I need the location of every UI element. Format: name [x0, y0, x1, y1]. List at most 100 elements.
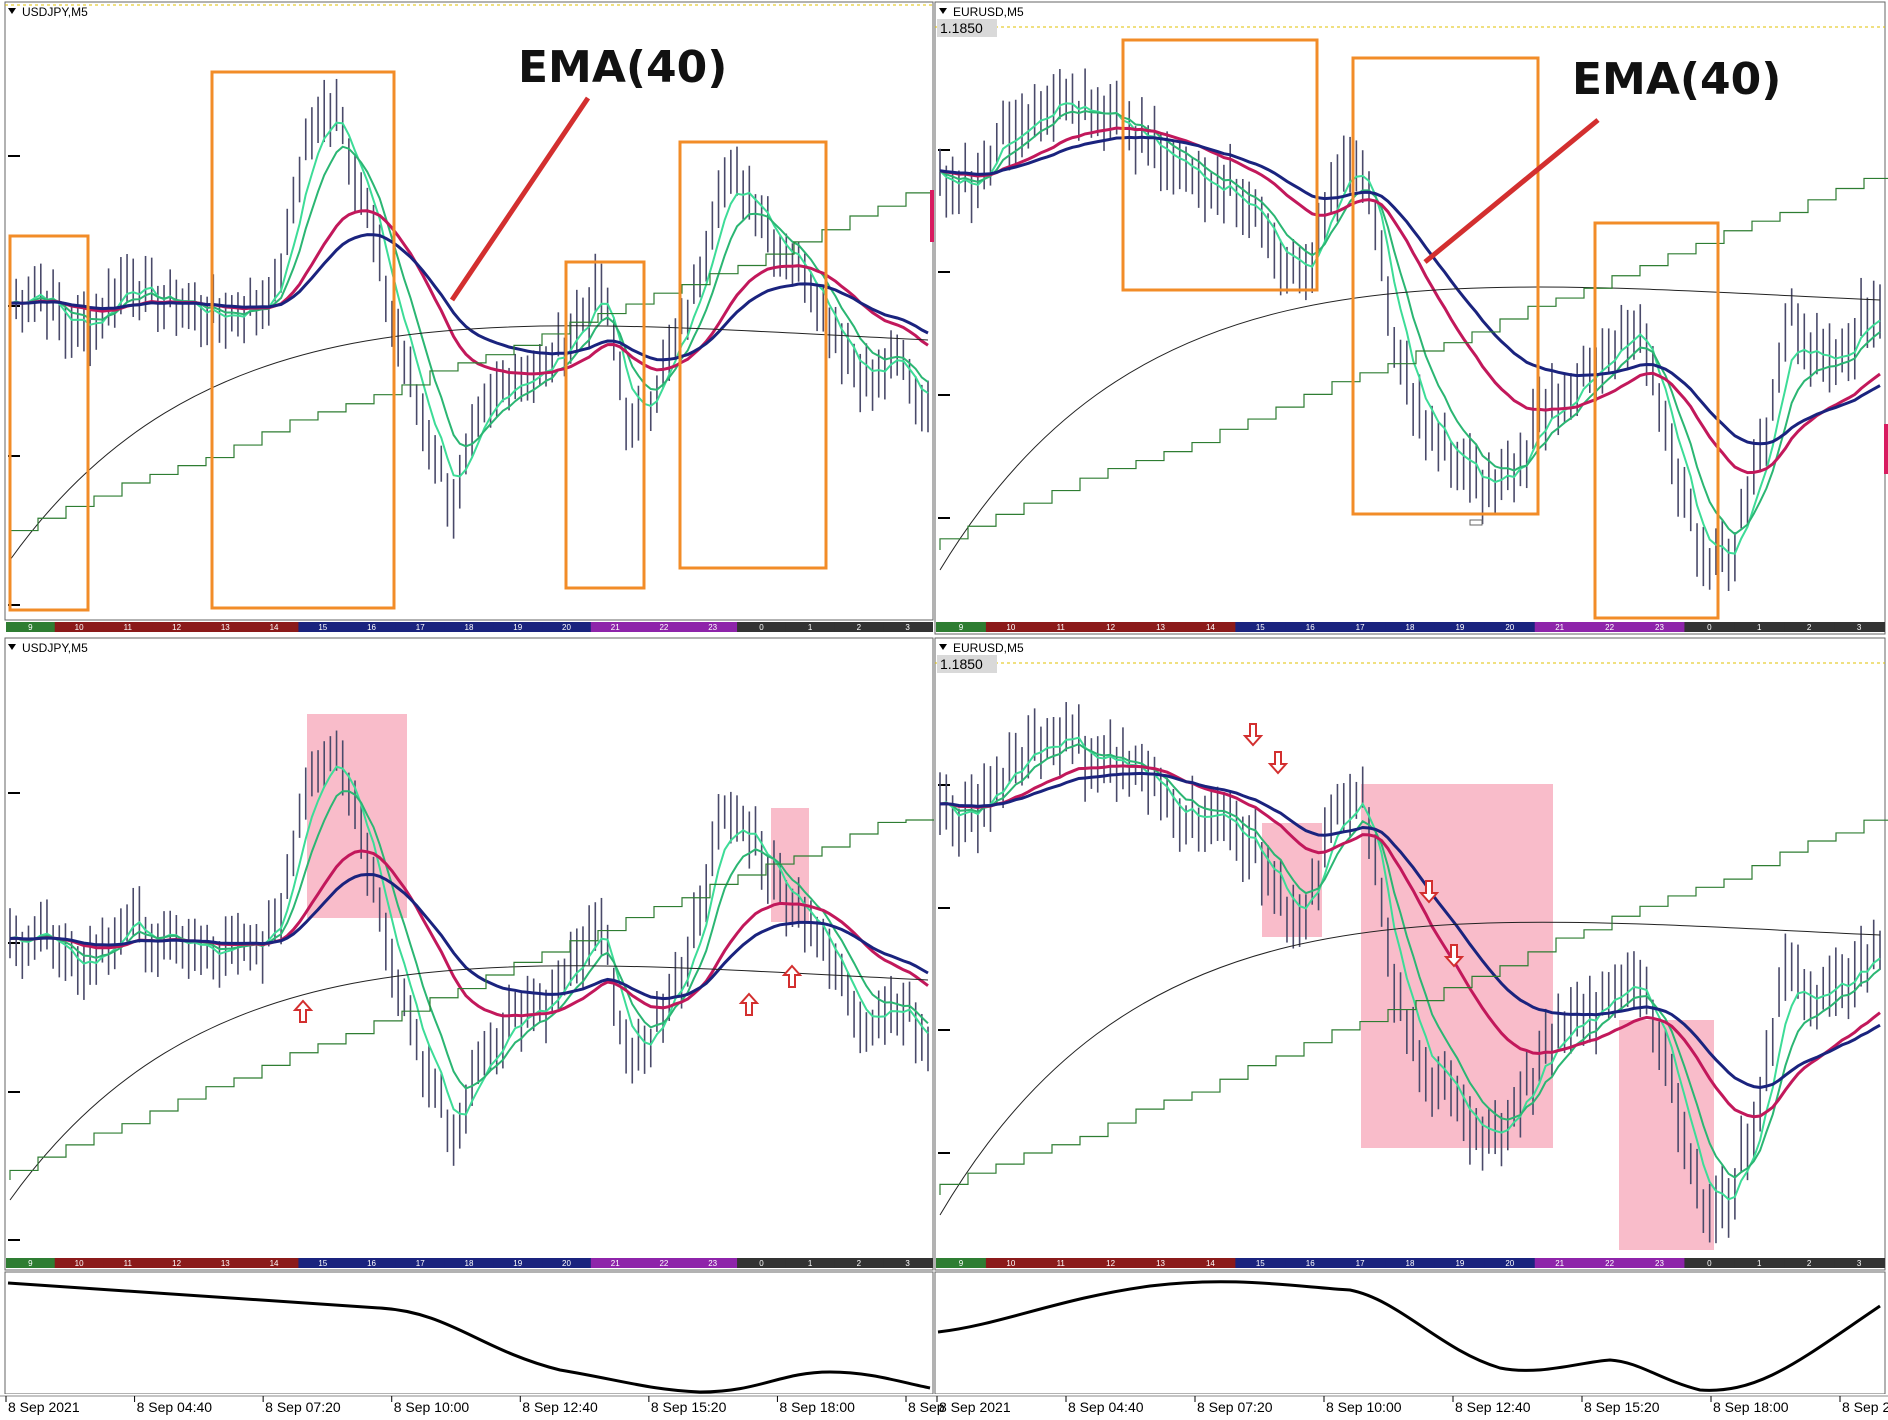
- ema-slow-line: [9, 872, 929, 1001]
- dropdown-triangle-icon[interactable]: [8, 644, 16, 650]
- hour-segment: [1684, 622, 1736, 632]
- hour-segment: [985, 1258, 1037, 1268]
- ema-slow-line: [939, 771, 1881, 1090]
- dropdown-triangle-icon[interactable]: [939, 644, 947, 650]
- panel-usdjpy-top[interactable]: USDJPY,M5 EMA(40) 9 10 11 12 13 14 15 16 17 18 19 2…: [4, 1, 934, 632]
- hour-segment: [1734, 1258, 1786, 1268]
- price-level-label: 1.1850: [940, 20, 983, 36]
- hour-segment: [249, 622, 300, 632]
- hour-label: 18: [465, 623, 474, 632]
- down-arrow-icon: [1267, 751, 1289, 775]
- hour-segment: [1185, 1258, 1237, 1268]
- panel-eurusd-top[interactable]: EURUSD,M5 1.1850 EMA(40) 9 10 11 12 13 14 15 16…: [934, 1, 1888, 635]
- hour-label: 11: [1057, 1259, 1066, 1268]
- hour-segment: [1584, 1258, 1636, 1268]
- hour-segment: [1584, 622, 1636, 632]
- hour-label: 20: [562, 623, 571, 632]
- time-label: 8 Sep 07:20: [265, 1399, 341, 1415]
- hour-segment: [1784, 1258, 1836, 1268]
- hour-label: 22: [1605, 623, 1614, 632]
- time-label: 8 Sep 12:40: [1455, 1399, 1531, 1415]
- ema-annotation: EMA(40): [518, 42, 727, 93]
- price-level-label: 1.1850: [940, 656, 983, 672]
- hour-segment: [1434, 1258, 1486, 1268]
- price-series: [9, 730, 934, 1201]
- hour-segment: [200, 622, 251, 632]
- step-line: [9, 192, 934, 540]
- hour-label: 17: [1356, 1259, 1365, 1268]
- hour-label: 9: [28, 1259, 33, 1268]
- time-label: 8 Sep 15:20: [1584, 1399, 1660, 1415]
- hour-label: 16: [1306, 1259, 1315, 1268]
- time-label: 8 Sep 2021: [939, 1399, 1011, 1415]
- hour-segment: [1634, 1258, 1686, 1268]
- ema-annotation: EMA(40): [1572, 54, 1781, 105]
- step-line: [939, 177, 1888, 550]
- hour-label: 13: [221, 623, 230, 632]
- hour-segment: [1285, 622, 1337, 632]
- price-series: [9, 78, 934, 561]
- ema-mid-line: [939, 109, 1881, 536]
- hour-segment: [395, 1258, 446, 1268]
- hour-bar: 9 10 11 12 13 14 15 16 17 18 19 20 21 22 23 0 1 2 3: [936, 1258, 1885, 1268]
- hour-label: 14: [1206, 1259, 1215, 1268]
- hour-segment: [103, 1258, 154, 1268]
- hour-label: 22: [659, 623, 668, 632]
- hour-segment: [200, 1258, 251, 1268]
- hour-label: 23: [1655, 623, 1664, 632]
- ema40-line: [939, 126, 1881, 475]
- hour-segment: [1035, 1258, 1087, 1268]
- hour-label: 15: [318, 623, 327, 632]
- time-axis: 8 Sep 2021 8 Sep 04:40 8 Sep 07:20 8 Sep 10…: [0, 1394, 1888, 1420]
- hour-label: 9: [959, 1259, 964, 1268]
- highlight-box: [1351, 56, 1540, 516]
- hour-segment: [298, 1258, 349, 1268]
- hour-label: 1: [808, 1259, 813, 1268]
- dropdown-triangle-icon[interactable]: [8, 8, 16, 14]
- hour-segment: [1135, 1258, 1187, 1268]
- hour-label: 21: [611, 623, 620, 632]
- hour-segment: [688, 1258, 739, 1268]
- time-label: 8 Sep 04:40: [137, 1399, 213, 1415]
- hour-segment: [737, 1258, 787, 1268]
- hour-segment: [1185, 622, 1237, 632]
- hour-segment: [1035, 622, 1087, 632]
- step-line: [9, 819, 934, 1180]
- hour-segment: [493, 1258, 544, 1268]
- panel-eurusd-bottom[interactable]: EURUSD,M5 1.1850 9 10 11 12 13 14 15 16 17 18 19 20…: [934, 637, 1888, 1271]
- price-ticks: [938, 784, 950, 1154]
- envelope-line: [939, 286, 1881, 571]
- oscillator-left[interactable]: [4, 1271, 934, 1395]
- symbol-label: USDJPY,M5: [22, 5, 88, 19]
- envelope-line: [939, 921, 1881, 1216]
- small-marker: [1469, 519, 1483, 526]
- price-series: [939, 68, 1888, 591]
- hour-segment: [1085, 1258, 1137, 1268]
- hour-segment: [834, 622, 885, 632]
- ema40-line: [939, 764, 1881, 1119]
- dropdown-triangle-icon[interactable]: [939, 8, 947, 14]
- hour-segment: [395, 622, 446, 632]
- hour-label: 13: [1156, 623, 1165, 632]
- oscillator-right[interactable]: [934, 1271, 1886, 1395]
- hour-label: 23: [708, 623, 717, 632]
- envelope-line: [9, 325, 929, 561]
- hour-segment: [6, 1258, 56, 1268]
- hour-label: 20: [1505, 623, 1514, 632]
- hour-segment: [785, 622, 836, 632]
- hour-label: 9: [28, 623, 33, 632]
- hour-bar: 9 10 11 12 13 14 15 16 17 18 19 20 21 22 23 0 1 2 3: [6, 622, 933, 632]
- panel-usdjpy-bottom[interactable]: USDJPY,M5 9 10 11 12 13 14 15 16 17 18 19 20 21 22 23 0…: [4, 637, 934, 1271]
- hour-segment: [1385, 1258, 1436, 1268]
- hour-label: 1: [1757, 1259, 1762, 1268]
- hour-label: 14: [270, 623, 279, 632]
- up-arrow-icon: [781, 964, 803, 988]
- time-label: 8 Sep 12:40: [522, 1399, 598, 1415]
- hour-segment: [936, 1258, 987, 1268]
- hour-segment: [688, 622, 739, 632]
- time-label: 8 Sep 18:00: [1713, 1399, 1789, 1415]
- hour-label: 19: [513, 623, 522, 632]
- down-arrow-icon: [1242, 723, 1264, 747]
- highlight-zone: [1619, 1020, 1714, 1250]
- symbol-label: EURUSD,M5: [953, 641, 1024, 655]
